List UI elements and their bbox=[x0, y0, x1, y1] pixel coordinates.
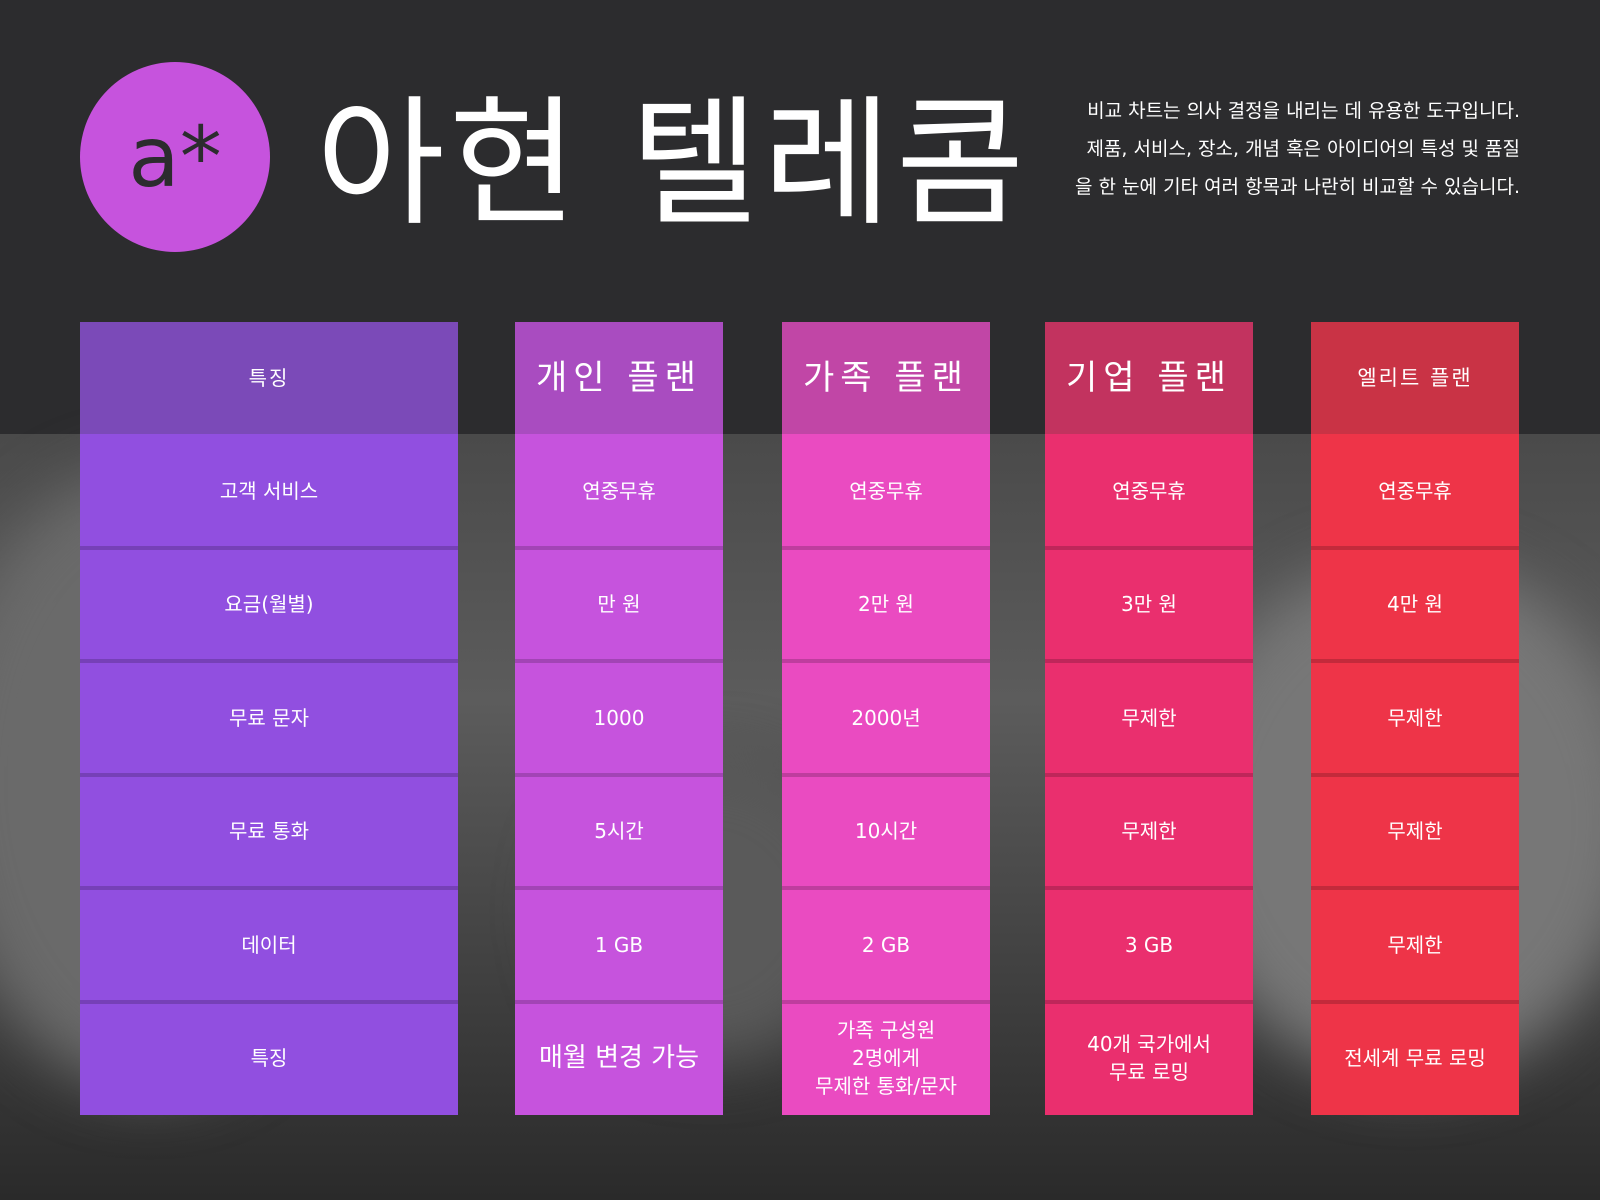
table-cell: 무료 통화 bbox=[80, 774, 458, 888]
row-separator bbox=[80, 659, 458, 663]
cell-line: 무제한 통화/문자 bbox=[815, 1074, 957, 1099]
row-separator bbox=[80, 772, 458, 777]
table-cell: 5시간 bbox=[515, 774, 723, 888]
row-separator bbox=[1311, 772, 1519, 777]
table-cell: 연중무휴 bbox=[782, 434, 990, 548]
row-separator bbox=[80, 545, 458, 550]
table-cell: 2000년 bbox=[782, 661, 990, 775]
row-separator bbox=[1045, 772, 1253, 777]
cell-line: 40개 국가에서 bbox=[1087, 1032, 1211, 1057]
table-cell: 연중무휴 bbox=[1045, 434, 1253, 548]
row-separator bbox=[515, 659, 723, 663]
row-separator bbox=[782, 659, 990, 663]
row-separator bbox=[782, 999, 990, 1004]
table-cell: 연중무휴 bbox=[1311, 434, 1519, 548]
cell-line: 가족 구성원 bbox=[836, 1018, 936, 1043]
table-cell: 3 GB bbox=[1045, 888, 1253, 1002]
cell-line: 2명에게 bbox=[852, 1046, 920, 1071]
table-cell: 전세계 무료 로밍 bbox=[1311, 1001, 1519, 1115]
cell-line: 무료 로밍 bbox=[1109, 1060, 1189, 1085]
row-separator bbox=[1045, 886, 1253, 890]
row-separator bbox=[1045, 659, 1253, 663]
table-cell: 4만 원 bbox=[1311, 547, 1519, 661]
table-cell: 3만 원 bbox=[1045, 547, 1253, 661]
row-separator bbox=[515, 886, 723, 890]
row-separator bbox=[782, 545, 990, 550]
table-cell: 10시간 bbox=[782, 774, 990, 888]
row-separator bbox=[1311, 545, 1519, 550]
table-cell: 데이터 bbox=[80, 888, 458, 1002]
column-header: 개인 플랜 bbox=[515, 322, 723, 434]
table-cell: 2만 원 bbox=[782, 547, 990, 661]
table-cell: 무료 문자 bbox=[80, 661, 458, 775]
row-separator bbox=[80, 999, 458, 1004]
row-separator bbox=[1045, 999, 1253, 1004]
table-cell: 2 GB bbox=[782, 888, 990, 1002]
row-separator bbox=[1045, 545, 1253, 550]
row-separator bbox=[80, 886, 458, 890]
column-header: 엘리트 플랜 bbox=[1311, 322, 1519, 434]
description-line: 비교 차트는 의사 결정을 내리는 데 유용한 도구입니다. bbox=[1087, 100, 1520, 122]
row-separator bbox=[1311, 659, 1519, 663]
table-cell: 무제한 bbox=[1045, 774, 1253, 888]
row-separator bbox=[1311, 999, 1519, 1004]
description: 비교 차트는 의사 결정을 내리는 데 유용한 도구입니다. 제품, 서비스, 장… bbox=[1075, 92, 1520, 206]
column-header: 기업 플랜 bbox=[1045, 322, 1253, 434]
table-cell: 무제한 bbox=[1311, 888, 1519, 1002]
table-cell: 1000 bbox=[515, 661, 723, 775]
column-header: 가족 플랜 bbox=[782, 322, 990, 434]
table-cell: 연중무휴 bbox=[515, 434, 723, 548]
description-line: 을 한 눈에 기타 여러 항목과 나란히 비교할 수 있습니다. bbox=[1075, 176, 1520, 198]
description-line: 제품, 서비스, 장소, 개념 혹은 아이디어의 특성 및 품질 bbox=[1086, 138, 1520, 160]
table-cell: 무제한 bbox=[1311, 661, 1519, 775]
row-separator bbox=[515, 545, 723, 550]
table-cell: 1 GB bbox=[515, 888, 723, 1002]
column-header: 특징 bbox=[80, 322, 458, 434]
table-cell: 만 원 bbox=[515, 547, 723, 661]
title: 아현 텔레콤 bbox=[316, 83, 1029, 246]
table-cell: 무제한 bbox=[1045, 661, 1253, 775]
logo: a* bbox=[80, 62, 270, 252]
table-cell: 요금(월별) bbox=[80, 547, 458, 661]
row-separator bbox=[515, 772, 723, 777]
table-cell: 특징 bbox=[80, 1001, 458, 1115]
table-cell: 고객 서비스 bbox=[80, 434, 458, 548]
row-separator bbox=[1311, 886, 1519, 890]
table-cell: 매월 변경 가능 bbox=[515, 1001, 723, 1115]
row-separator bbox=[782, 886, 990, 890]
row-separator bbox=[515, 999, 723, 1004]
row-separator bbox=[782, 772, 990, 777]
table-cell: 무제한 bbox=[1311, 774, 1519, 888]
